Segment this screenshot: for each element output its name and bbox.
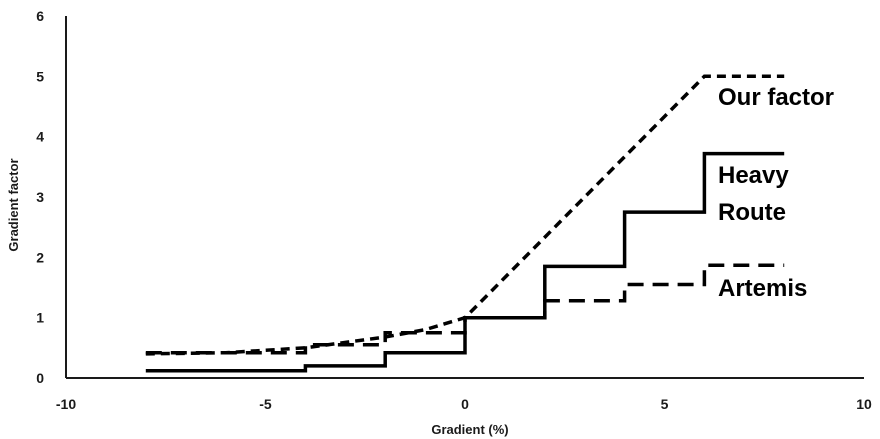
y-axis-label: Gradient factor	[6, 158, 21, 251]
series-line-artemis	[145, 263, 785, 355]
x-axis-label: Gradient (%)	[431, 422, 508, 437]
x-tick-label: -10	[56, 396, 76, 412]
series-line-heavy-route	[145, 151, 785, 373]
tick-labels: -10 -5 0 5 10 0 1 2 3 4 5 6	[36, 8, 872, 412]
y-tick-label: 3	[36, 189, 44, 205]
series-label: Heavy	[718, 162, 789, 189]
x-tick-label: -5	[259, 396, 272, 412]
series-label: Our factor	[718, 84, 834, 111]
y-tick-label: 4	[36, 129, 44, 145]
y-tick-label: 6	[36, 8, 44, 24]
x-tick-label: 10	[856, 396, 872, 412]
y-tick-label: 2	[36, 249, 44, 265]
series-lines	[145, 74, 785, 373]
x-tick-label: 5	[661, 396, 669, 412]
y-tick-label: 0	[36, 370, 44, 386]
y-tick-label: 5	[36, 68, 44, 84]
series-label: Route	[718, 199, 786, 226]
series-labels: Our factor Heavy Route Artemis	[718, 84, 834, 302]
series-label: Artemis	[718, 275, 807, 302]
series-line-our-factor	[145, 74, 785, 356]
y-tick-label: 1	[36, 310, 44, 326]
axes	[65, 16, 864, 379]
x-tick-label: 0	[461, 396, 469, 412]
